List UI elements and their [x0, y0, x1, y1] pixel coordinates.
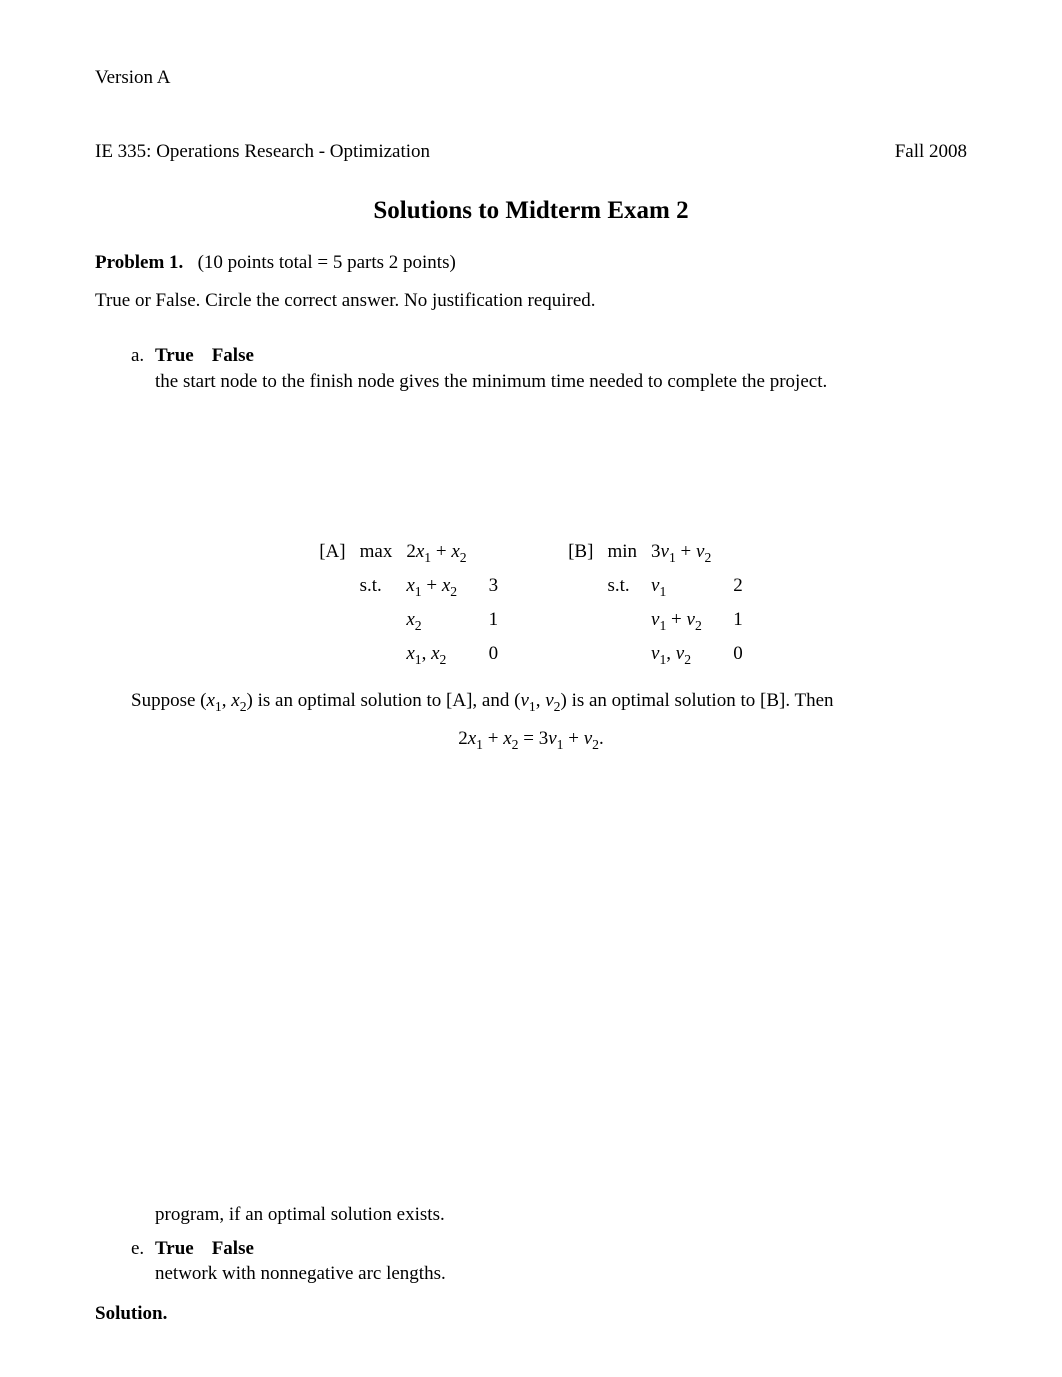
lp-B-op-1: s.t.: [607, 573, 637, 599]
item-e-text: network with nonnegative arc lengths.: [155, 1263, 446, 1284]
solution-heading: Solution.: [95, 1301, 967, 1327]
lp-A-lhs-3: x1, x2: [406, 641, 466, 669]
spacer-large: [95, 772, 967, 1202]
lp-B: [B] min 3v1 + v2 s.t. v1 2 v1 + v2 1 v1,…: [568, 539, 743, 670]
page: Version A IE 335: Operations Research - …: [0, 0, 1062, 1327]
lp-B-tag: [B]: [568, 539, 593, 565]
item-a-true: True: [155, 345, 194, 366]
center-equation: 2x1 + x2 = 3v1 + v2.: [95, 726, 967, 754]
lp-A-op-1: s.t.: [360, 573, 393, 599]
suppose-pre: Suppose: [131, 690, 200, 711]
problem-1-label: Problem 1.: [95, 252, 183, 273]
lp-A-rhs-3: 0: [481, 641, 499, 667]
suppose-line: Suppose (x1, x2) is an optimal solution …: [131, 688, 967, 716]
lp-A-lhs-0: 2x1 + x2: [406, 539, 466, 567]
item-d-fragment: program, if an optimal solution exists.: [155, 1202, 967, 1228]
course-header-row: IE 335: Operations Research - Optimizati…: [95, 139, 967, 165]
item-e-false: False: [212, 1238, 254, 1259]
course-title: IE 335: Operations Research - Optimizati…: [95, 139, 430, 165]
lp-B-op-0: min: [607, 539, 637, 565]
eq-end: .: [599, 728, 604, 749]
item-e-letter: e.: [131, 1236, 155, 1287]
lp-B-lhs-1: v1: [651, 573, 711, 601]
item-e-true: True: [155, 1238, 194, 1259]
lp-block: [A] max 2x1 + x2 s.t. x1 + x2 3 x2 1 x1,…: [95, 539, 967, 670]
problem-1-instructions: True or False. Circle the correct answer…: [95, 288, 967, 314]
lp-A-lhs-2: x2: [406, 607, 466, 635]
lp-A-tag: [A]: [319, 539, 345, 565]
page-title: Solutions to Midterm Exam 2: [95, 194, 967, 228]
problem-1-heading: Problem 1. (10 points total = 5 parts 2 …: [95, 250, 967, 276]
item-a: a. True False the start node to the finis…: [131, 343, 967, 394]
lp-B-rhs-3: 0: [725, 641, 743, 667]
suppose-mid2: is an optimal solution to [B]. Then: [567, 690, 834, 711]
lp-B-lhs-2: v1 + v2: [651, 607, 711, 635]
lp-A-lhs-1: x1 + x2: [406, 573, 466, 601]
lp-B-rhs-2: 1: [725, 607, 743, 633]
item-a-text: the start node to the finish node gives …: [155, 371, 827, 392]
lp-B-lhs-3: v1, v2: [651, 641, 711, 669]
lp-A-rhs-2: 1: [481, 607, 499, 633]
item-a-false: False: [212, 345, 254, 366]
lp-A-op-0: max: [360, 539, 393, 565]
item-a-letter: a.: [131, 343, 155, 394]
lp-A: [A] max 2x1 + x2 s.t. x1 + x2 3 x2 1 x1,…: [319, 539, 498, 670]
item-e-body: True False network with nonnegative arc l…: [155, 1236, 967, 1287]
item-a-body: True False the start node to the finish n…: [155, 343, 967, 394]
problem-1-points: (10 points total = 5 parts 2 points): [198, 252, 456, 273]
spacer: [95, 401, 967, 521]
lp-B-rhs-1: 2: [725, 573, 743, 599]
eq-mid: =: [519, 728, 539, 749]
version-label: Version A: [95, 65, 967, 91]
term-label: Fall 2008: [895, 139, 967, 165]
lp-B-lhs-0: 3v1 + v2: [651, 539, 711, 567]
lp-A-rhs-1: 3: [481, 573, 499, 599]
suppose-mid1: is an optimal solution to [A], and: [253, 690, 514, 711]
item-e: e. True False network with nonnegative ar…: [131, 1236, 967, 1287]
